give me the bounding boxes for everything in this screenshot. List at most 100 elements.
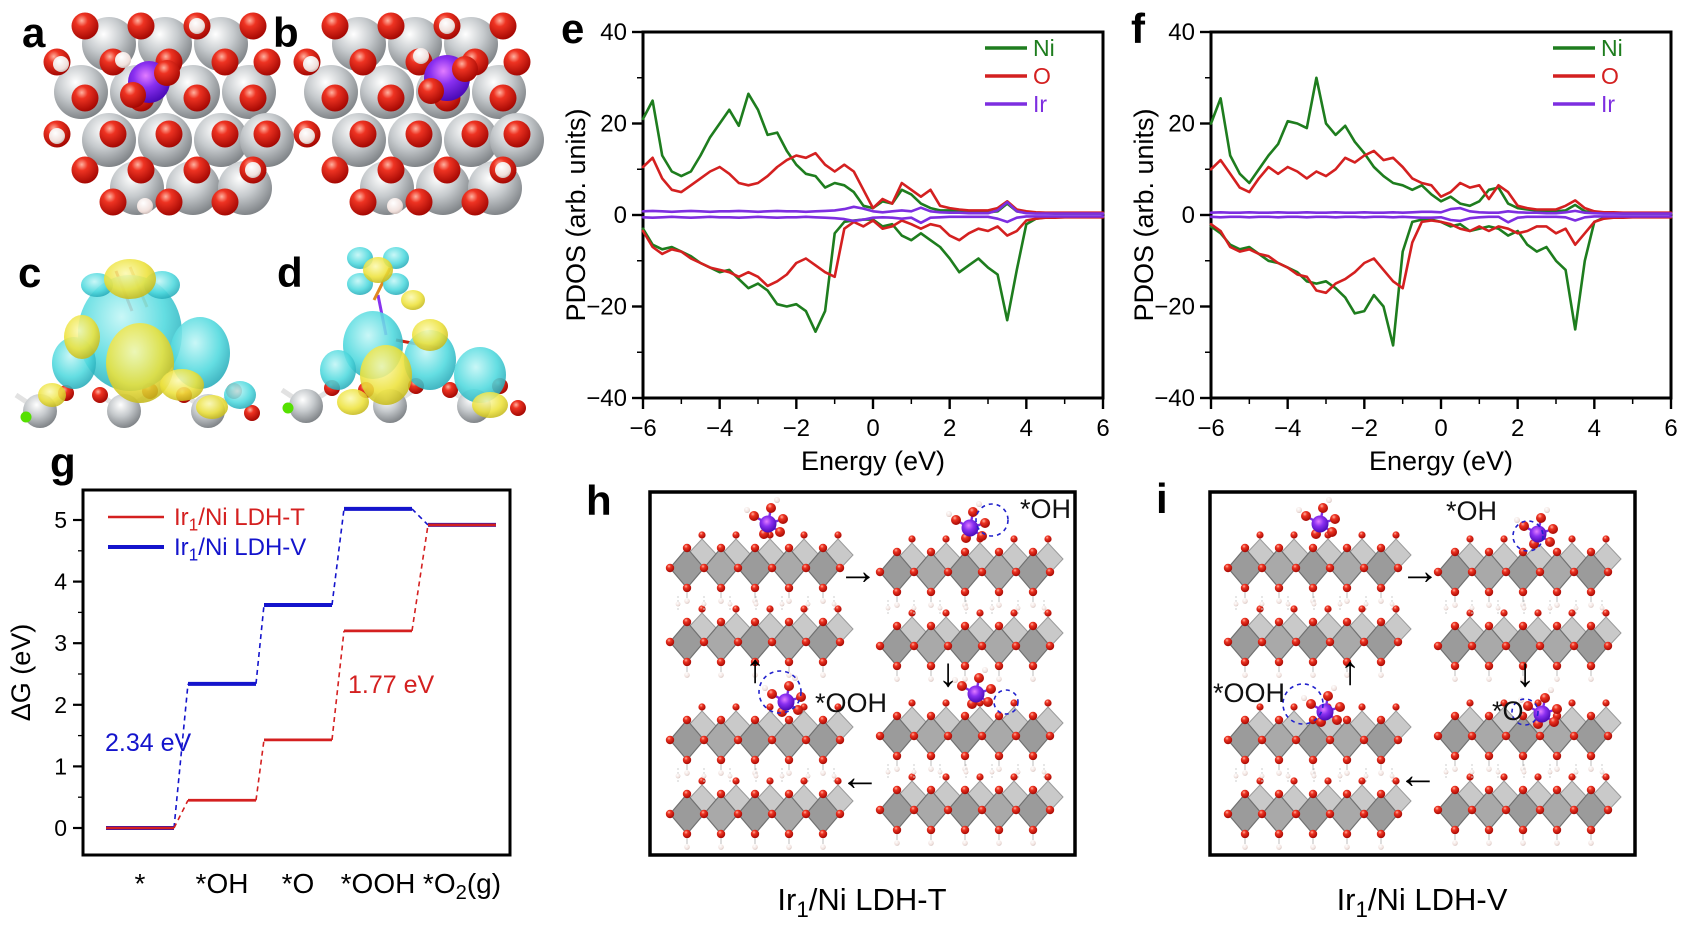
svg-text:−6: −6: [629, 415, 656, 442]
oxygen-atom: [211, 48, 239, 76]
hydrogen-atom: [115, 52, 131, 68]
oxygen-atom: [253, 120, 281, 148]
pdos-curve-ir-up: [1209, 206, 1673, 215]
svg-text:20: 20: [1168, 111, 1195, 138]
svg-text:−4: −4: [706, 415, 733, 442]
svg-text:1: 1: [54, 753, 67, 779]
oxygen-atom: [239, 12, 267, 40]
panel-letter-d: d: [277, 249, 303, 296]
cycle-frame: [648, 490, 1077, 857]
pdos-curve-ir-up: [641, 200, 1105, 215]
svg-text:−2: −2: [1351, 415, 1378, 442]
oer-cycle-ldh-t: → ↓ ← ↑ *OH *OOH Ir1/Ni LDH-T: [648, 490, 1077, 922]
hydrogen-atom: [245, 162, 261, 178]
hydrogen-atom: [53, 56, 69, 72]
oxygen-atom: [239, 84, 267, 112]
step-connector: [411, 508, 429, 526]
charge-accumulation-blob: [360, 345, 412, 405]
oxygen-atom: [349, 120, 377, 148]
oxygen-atom: [120, 82, 146, 108]
category-label: *OOH: [341, 868, 416, 899]
panel-letter-b: b: [273, 9, 299, 56]
oxygen-atom: [452, 56, 478, 82]
svg-text:40: 40: [600, 19, 627, 46]
oxygen-atom: [489, 84, 517, 112]
energy-annotation: 1.77 eV: [348, 671, 435, 699]
oxygen-atom: [155, 188, 183, 216]
nickel-atom: [107, 394, 141, 428]
charge-density-isosurface-d: [280, 247, 526, 423]
svg-text:−6: −6: [1197, 415, 1224, 442]
cycle-arrow-right: →: [1400, 549, 1440, 593]
svg-text:−4: −4: [1274, 415, 1301, 442]
pdos-curve-ir-down: [1209, 215, 1673, 224]
charge-density-isosurface-c: [14, 259, 260, 428]
hydrogen-atom: [387, 198, 403, 214]
pdos-curve-o-down: [641, 216, 1105, 288]
green-atom: [20, 411, 32, 423]
adsorbate-highlight-circle: [993, 689, 1019, 715]
iridium-atom: [1529, 525, 1547, 543]
step-connector: [255, 604, 265, 684]
oxygen-atom: [349, 48, 377, 76]
adsorbate-label-ooh: *OOH: [815, 688, 887, 718]
pdos-curve-ir-down: [641, 215, 1105, 225]
svg-text:−40: −40: [1154, 385, 1195, 412]
svg-text:4: 4: [54, 569, 67, 595]
category-label: *O: [282, 868, 315, 899]
oxygen-atom: [405, 120, 433, 148]
step-connector: [255, 739, 265, 801]
svg-text:2: 2: [1511, 415, 1524, 442]
charge-depletion-blob: [320, 350, 356, 390]
iridium-atom: [1316, 703, 1334, 721]
charge-accumulation-blob: [196, 395, 228, 419]
oxygen-atom: [377, 12, 405, 40]
oxygen-atom: [154, 60, 180, 86]
charge-accumulation-blob: [160, 369, 204, 401]
iridium-atom: [1311, 515, 1329, 533]
panel-letter-c: c: [18, 249, 42, 296]
charge-depletion-blob: [224, 381, 256, 409]
svg-text:3: 3: [54, 630, 67, 656]
oxygen-atom: [127, 12, 155, 40]
step-connector: [173, 683, 189, 829]
charge-depletion-blob: [347, 273, 373, 295]
panel-letter-e: e: [561, 5, 585, 52]
structure-top-view-a: [43, 12, 294, 216]
svg-text:−20: −20: [586, 294, 627, 321]
charge-depletion-blob: [383, 273, 409, 295]
oxygen-atom: [503, 120, 531, 148]
hydrogen-atom: [413, 48, 429, 64]
oxygen-atom: [99, 120, 127, 148]
cycle-arrow-up: ↑: [1340, 649, 1360, 693]
svg-text:0: 0: [866, 415, 879, 442]
charge-accumulation-blob: [38, 383, 66, 407]
cycle-frame: [1208, 490, 1637, 857]
charge-accumulation-blob: [401, 290, 425, 310]
x-axis-title: Energy (eV): [801, 446, 945, 476]
oer-cycle-ldh-v: → ↓ ← ↑ *OH *O *OOH Ir1/Ni LDH-V: [1208, 490, 1637, 922]
svg-text:4: 4: [1020, 415, 1033, 442]
legend-label-o: O: [1033, 63, 1051, 89]
charge-accumulation-blob: [64, 315, 100, 359]
iridium-atom: [759, 515, 777, 533]
hydrogen-atom: [49, 128, 65, 144]
oxygen-atom: [503, 48, 531, 76]
oxygen-atom: [71, 12, 99, 40]
adsorbate-label-ooh: *OOH: [1213, 678, 1285, 708]
structure-top-view-b: [293, 12, 544, 216]
hydrogen-atom: [137, 198, 153, 214]
cycle-arrow-down: ↓: [938, 651, 958, 695]
svg-text:6: 6: [1664, 415, 1677, 442]
step-connector: [331, 630, 345, 740]
svg-text:0: 0: [1182, 202, 1195, 229]
charge-accumulation-blob: [472, 392, 508, 418]
iridium-atom: [967, 685, 985, 703]
oxygen-atom: [71, 156, 99, 184]
oxygen-atom: [99, 188, 127, 216]
oxygen-atom: [377, 156, 405, 184]
oxygen-atom: [321, 156, 349, 184]
legend-label-ir: Ir: [1033, 91, 1047, 117]
svg-text:2: 2: [943, 415, 956, 442]
